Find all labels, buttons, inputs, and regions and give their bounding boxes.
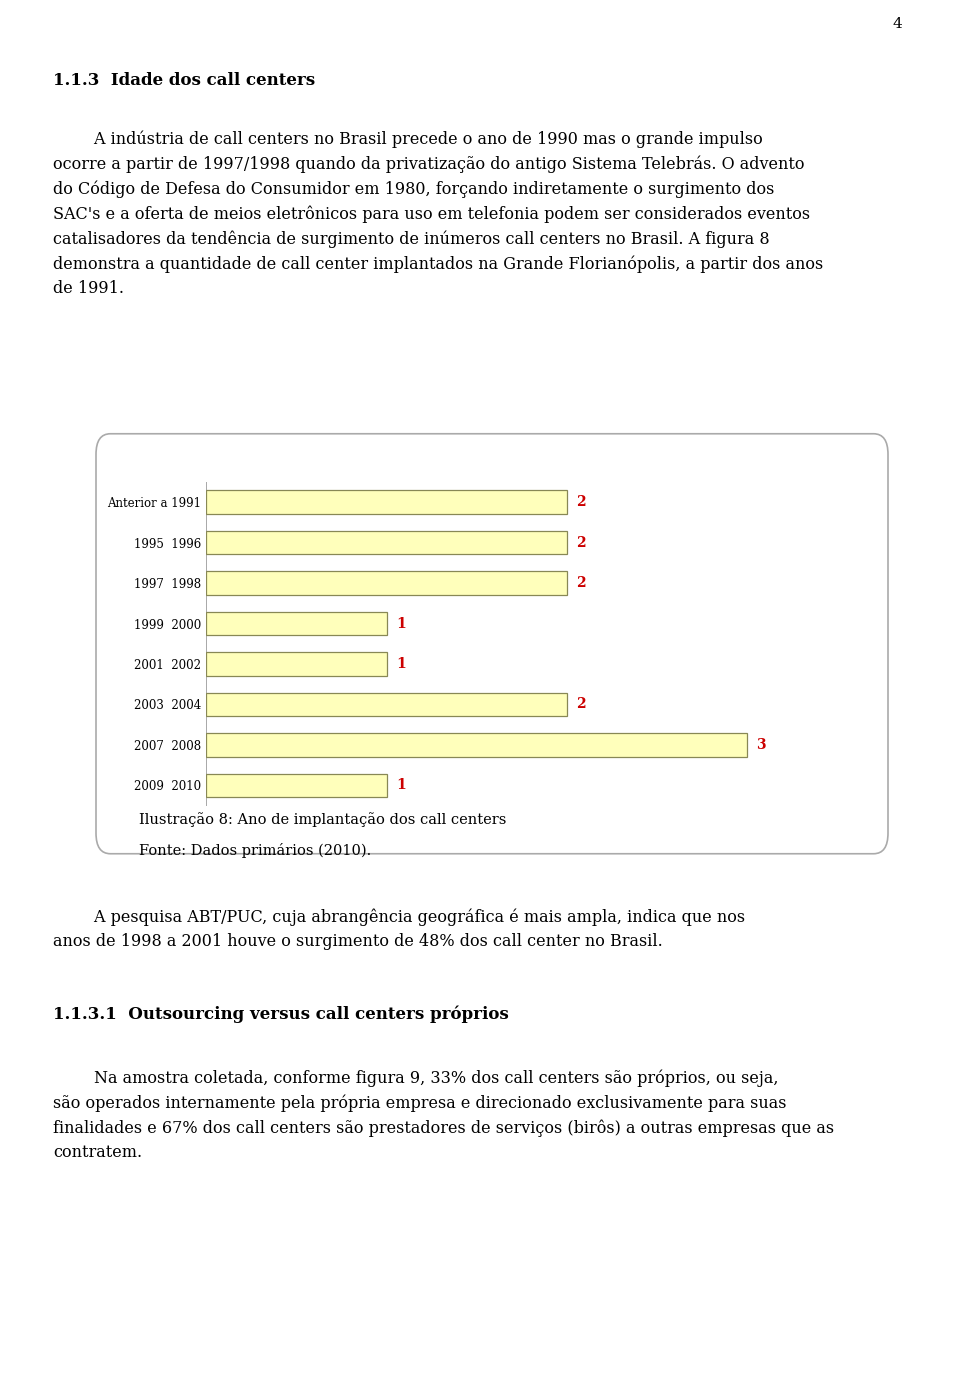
- Text: 2: 2: [576, 697, 586, 712]
- Text: 1.1.3  Idade dos call centers: 1.1.3 Idade dos call centers: [53, 72, 315, 88]
- Text: Ilustração 8: Ano de implantação dos call centers: Ilustração 8: Ano de implantação dos cal…: [139, 812, 507, 828]
- Bar: [206, 653, 387, 676]
- Bar: [206, 774, 387, 797]
- Bar: [206, 490, 567, 514]
- Text: Na amostra coletada, conforme figura 9, 33% dos call centers são próprios, ou se: Na amostra coletada, conforme figura 9, …: [53, 1070, 834, 1161]
- Text: 2: 2: [576, 536, 586, 549]
- Text: 2: 2: [576, 576, 586, 591]
- Bar: [206, 611, 387, 635]
- Text: 3: 3: [756, 738, 766, 752]
- Text: 2: 2: [576, 496, 586, 509]
- Text: Fonte: Dados primários (2010).: Fonte: Dados primários (2010).: [139, 843, 372, 858]
- Bar: [206, 693, 567, 716]
- Text: A pesquisa ABT/PUC, cuja abrangência geográfica é mais ampla, indica que nos
ano: A pesquisa ABT/PUC, cuja abrangência geo…: [53, 909, 745, 950]
- Text: 4: 4: [893, 17, 902, 30]
- Text: A indústria de call centers no Brasil precede o ano de 1990 mas o grande impulso: A indústria de call centers no Brasil pr…: [53, 131, 823, 297]
- Text: 1: 1: [396, 657, 405, 671]
- Bar: [206, 571, 567, 595]
- Text: 1: 1: [396, 778, 405, 792]
- Bar: [206, 733, 748, 756]
- Text: 1: 1: [396, 617, 405, 631]
- Bar: [206, 532, 567, 555]
- Text: 1.1.3.1  Outsourcing versus call centers próprios: 1.1.3.1 Outsourcing versus call centers …: [53, 1005, 509, 1023]
